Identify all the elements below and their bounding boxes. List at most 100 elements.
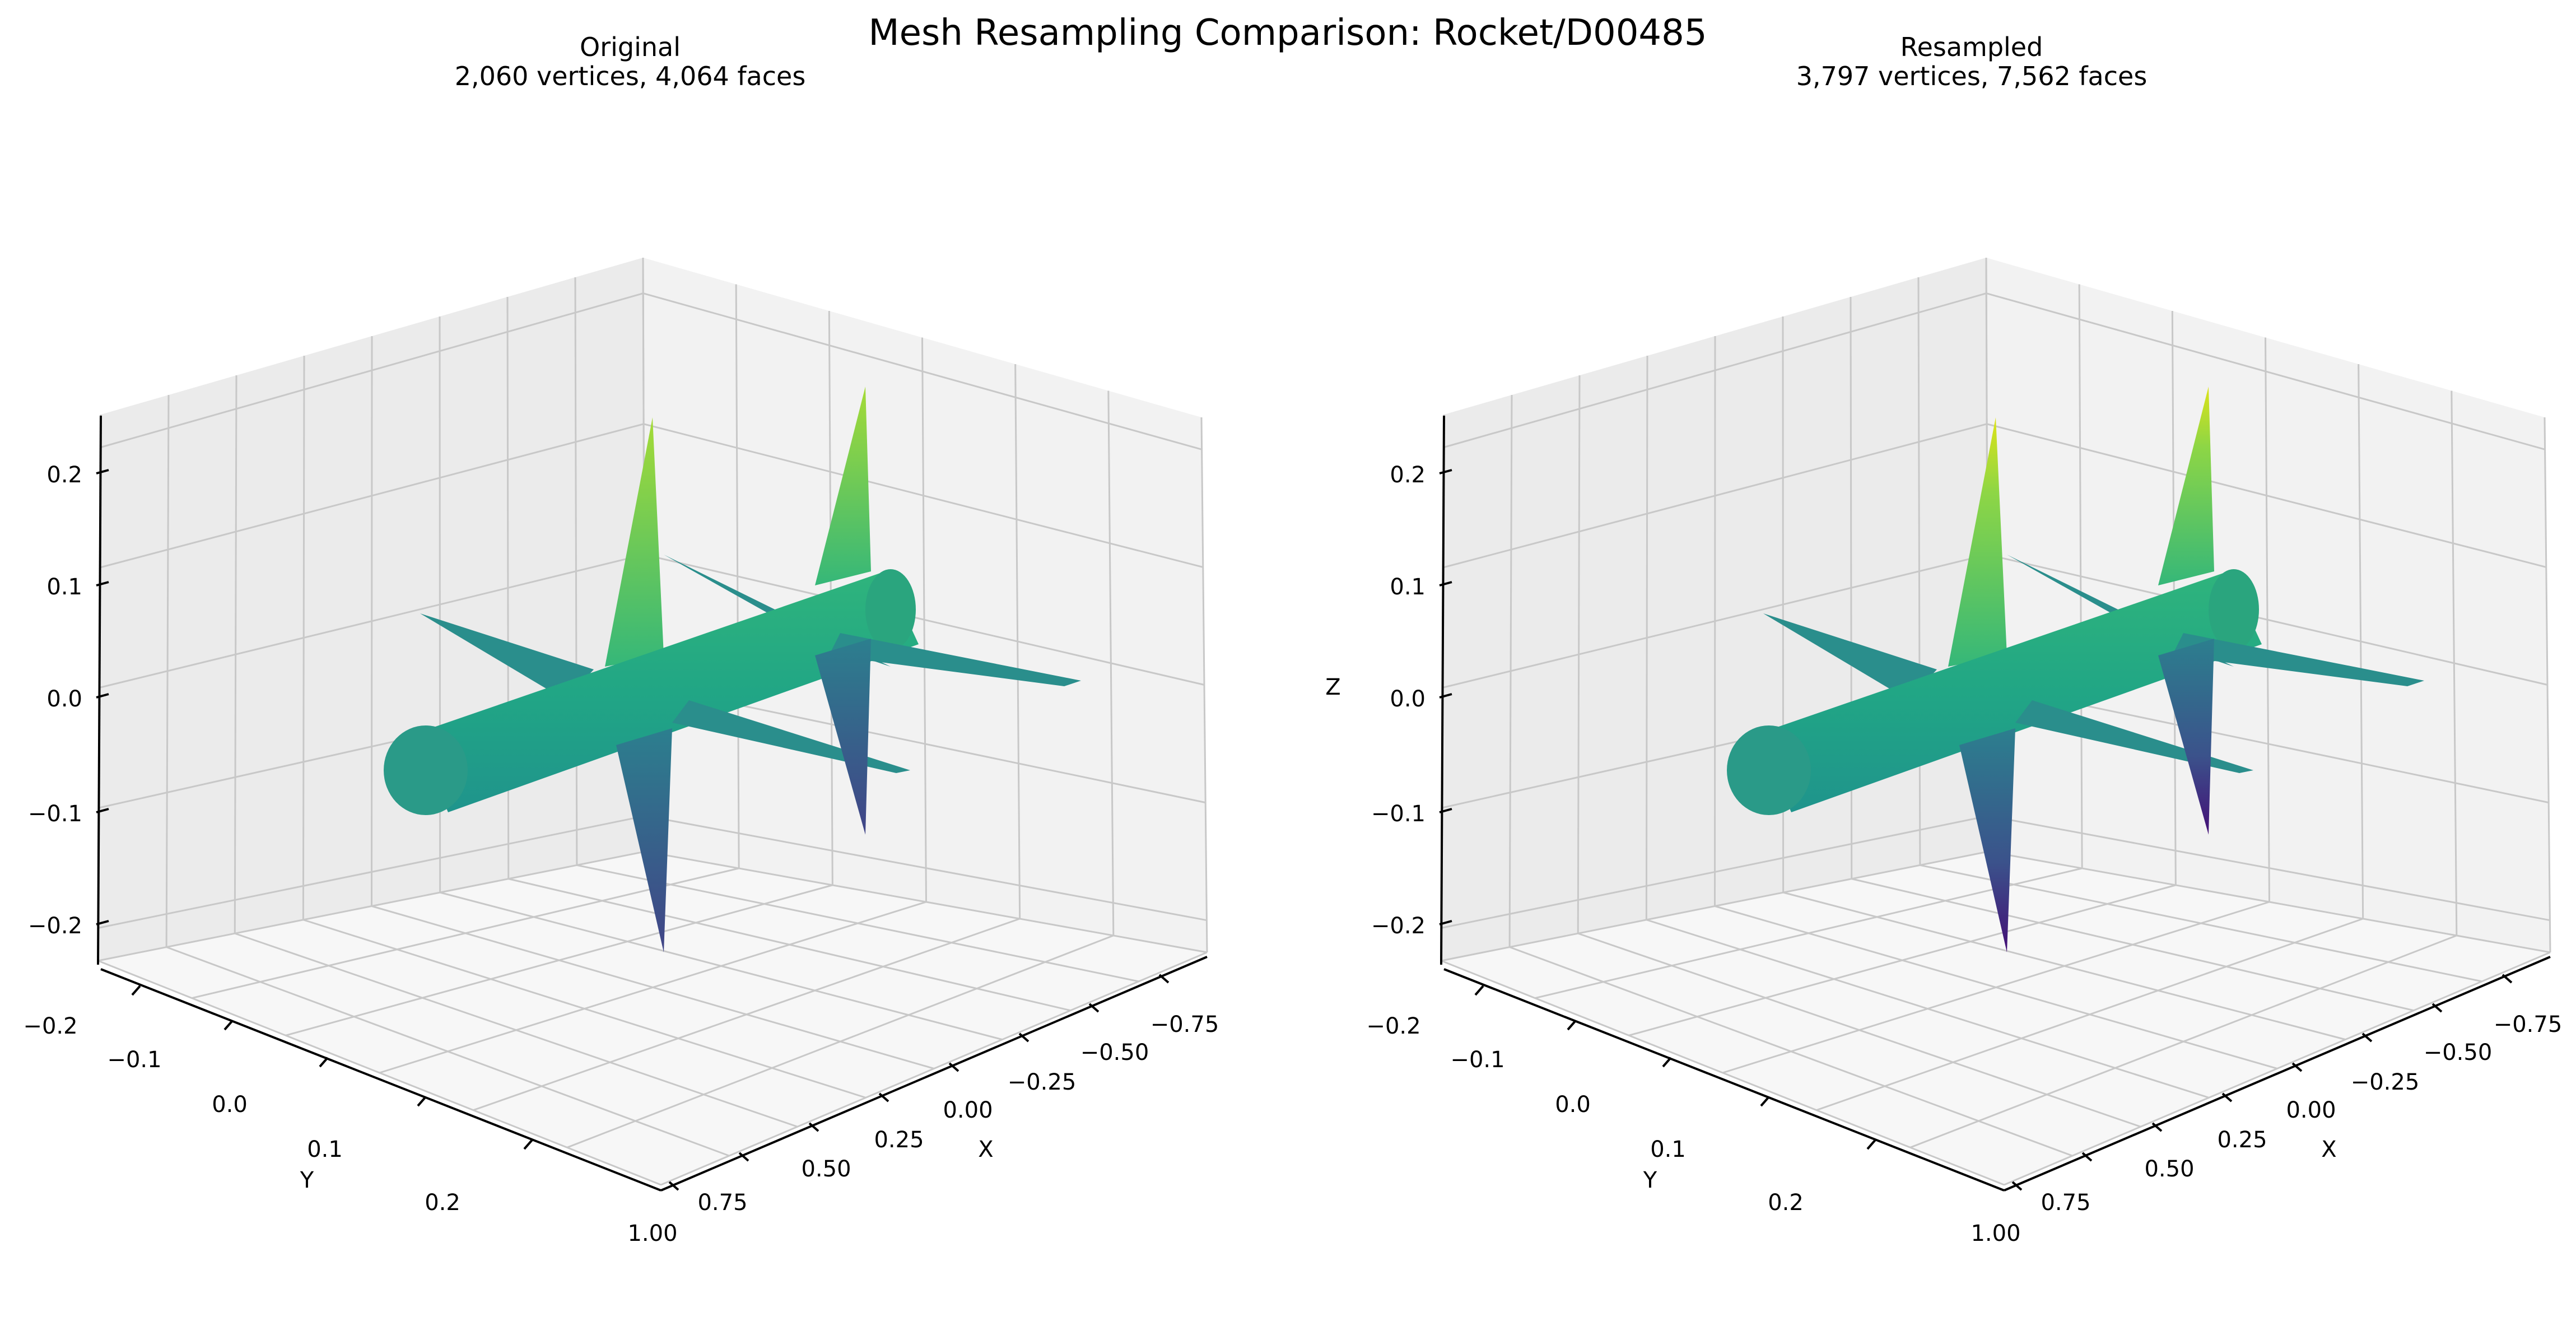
x-tick [2291,1062,2303,1072]
grid-line [1909,934,2457,1148]
z-tick-label: 0.0 [46,686,82,712]
bottom-fin-front [616,728,672,952]
z-tick-label: 0.2 [1390,462,1426,488]
y-axis-line [1443,968,2005,1192]
grid-line [1443,292,1987,448]
bottom-fin-rear [815,639,871,835]
x-axis-label: X [2321,1137,2336,1162]
y-axis-label: Y [300,1167,314,1193]
y-tick-label: −0.1 [1450,1047,1504,1073]
grid-line [2004,951,2551,1186]
front-fin-far [2172,633,2424,686]
y-tick [319,1057,329,1068]
grid-line [97,850,646,962]
floor-pane [1441,852,2550,1185]
grid-line [644,553,1205,686]
x-tick [2502,974,2513,984]
z-tick [96,469,109,474]
grid-line [192,867,739,999]
z-tick [1439,581,1452,587]
top-fin-front [815,387,871,585]
grid-line [1722,901,2270,1074]
grid-line [1986,423,2547,568]
x-tick [2361,1032,2373,1043]
z-tick-label: −0.2 [1371,913,1426,939]
grid-line [1987,553,2548,686]
back-right-pane [643,258,1207,952]
x-tick [2081,1152,2093,1162]
floor-pane [98,852,1207,1185]
grid-line [285,884,833,1036]
top-fin-rear [1948,417,2007,667]
x-tick [2011,1181,2023,1191]
z-tick-label: −0.1 [28,801,82,827]
y-tick [131,985,141,996]
y-tick-label: 0.0 [212,1092,248,1118]
x-tick [738,1152,749,1162]
top-fin-front [2158,387,2214,585]
z-tick [1439,920,1452,925]
rocket-body [414,571,919,812]
grid-line [1986,292,2546,450]
grid-line [643,423,1204,568]
grid-line [660,951,1208,1186]
grid-line [1535,867,2083,999]
z-tick-label: −0.2 [28,913,82,939]
y-tick [1474,985,1484,996]
x-tick-label: 0.00 [943,1097,993,1123]
grid-line [645,815,1207,922]
bottom-fin-front [1959,728,2015,952]
bottom-fin-rear [2158,639,2214,835]
x-tick-label: 0.75 [2041,1190,2090,1216]
grid-line [1442,553,1988,688]
y-tick-label: 0.1 [307,1137,343,1162]
grid-line [1628,884,2176,1036]
z-tick [1439,469,1452,474]
resampled-panel: 0.2 0.1 0.0 −0.1 −0.2 Z −0.2 −0.1 0.0 0.1 0.2 Y 1.00… [1325,32,2562,1246]
z-tick-label: 0.1 [1390,574,1426,600]
x-tick [2221,1092,2233,1102]
grid-line [1816,918,2364,1111]
y-tick-label: 0.0 [1555,1092,1591,1118]
x-tick-label: 0.00 [2286,1097,2336,1123]
back-right-pane [1986,258,2550,952]
x-tick-label: −0.75 [1150,1012,1219,1037]
x-axis-label: X [978,1137,993,1162]
z-axis-line [97,415,102,965]
x-tick [1158,974,1170,984]
figure-title: Mesh Resampling Comparison: Rocket/D0048… [868,12,1707,54]
y-axis-line [100,968,662,1192]
panel-subtitle: 3,797 vertices, 7,562 faces [1796,61,2148,91]
x-axis-line [660,956,1208,1192]
x-tick-label: 0.75 [697,1190,747,1216]
z-tick-label: 0.2 [46,462,82,488]
grid-line [100,292,644,448]
rear-fin-left [1763,613,1937,700]
grid-line [1988,815,2550,922]
x-tick-label: −0.25 [1008,1069,1077,1095]
y-tick-label: −0.1 [107,1047,161,1073]
x-tick [1088,1003,1100,1013]
y-tick [1866,1139,1876,1150]
z-tick-label: 0.0 [1390,686,1426,712]
y-tick [1760,1096,1770,1107]
grid-line [99,553,645,688]
z-tick-label: −0.1 [1371,801,1426,827]
z-axis-line [1440,415,1445,965]
z-tick [1439,808,1452,813]
x-tick [808,1122,819,1132]
top-fin-rear [605,417,664,667]
x-tick [2151,1122,2163,1132]
grid-line [100,423,644,569]
grid-line [97,815,646,929]
x-axis-line [2004,956,2551,1192]
y-tick-label: 0.1 [1650,1137,1686,1162]
x-tick-label: −0.50 [2424,1040,2493,1066]
grid-line [566,934,1114,1148]
rocket-body [1758,571,2262,812]
grid-line [1441,850,1989,962]
panel-title: Resampled [1900,32,2043,62]
original-panel: 0.2 0.1 0.0 −0.1 −0.2 −0.2 −0.1 0.0 0.1 0.2 Y 1.00 0… [23,32,1219,1246]
rocket-nose [865,569,916,650]
rocket-tail [1727,725,1811,815]
